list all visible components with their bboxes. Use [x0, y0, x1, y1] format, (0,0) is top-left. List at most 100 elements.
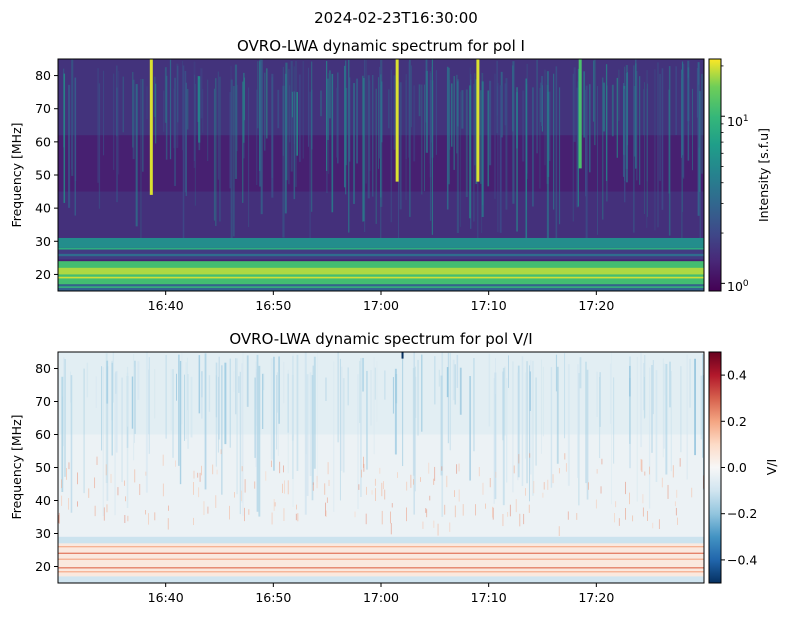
heatmap-streak: [154, 369, 156, 419]
heatmap-streak: [241, 363, 243, 503]
panel-title-pol-vi: OVRO-LWA dynamic spectrum for pol V/I: [229, 330, 532, 348]
heatmap-line-19mhz: [58, 276, 704, 279]
heatmap-streak: [487, 90, 490, 187]
heatmap-streak: [564, 353, 566, 439]
heatmap-speckle: [642, 494, 644, 504]
heatmap-streak: [309, 91, 311, 243]
heatmap-streak: [586, 369, 589, 500]
heatmap-streak: [177, 65, 179, 123]
heatmap-streak: [689, 358, 691, 408]
heatmap-speckle: [492, 507, 494, 520]
heatmap-streak: [353, 83, 355, 204]
heatmap-speckle: [428, 462, 430, 474]
heatmap-streak: [702, 375, 704, 490]
heatmap-streak: [213, 88, 215, 221]
heatmap-streak: [686, 354, 688, 480]
heatmap-speckle: [365, 486, 367, 495]
heatmap-streak: [702, 354, 704, 458]
heatmap-streak: [112, 352, 114, 403]
heatmap-streak: [440, 375, 443, 476]
heatmap-streak: [584, 89, 587, 197]
heatmap-speckle: [441, 466, 443, 471]
heatmap-speckle: [615, 501, 617, 508]
heatmap-speckle: [462, 504, 464, 516]
heatmap-speckle: [197, 472, 199, 478]
heatmap-streak: [176, 373, 177, 401]
heatmap-streak: [186, 88, 189, 130]
heatmap-streak: [375, 88, 377, 224]
heatmap-streak: [181, 352, 183, 425]
heatmap-streak: [469, 85, 471, 219]
heatmap-streak: [606, 85, 608, 202]
heatmap-speckle: [558, 468, 560, 474]
heatmap-speckle: [454, 505, 456, 518]
heatmap-streak: [292, 352, 294, 508]
heatmap-streak: [276, 372, 279, 413]
heatmap-streak: [312, 365, 314, 486]
heatmap-streak: [311, 375, 314, 501]
heatmap-speckle: [529, 453, 531, 458]
heatmap-speckle: [618, 518, 620, 526]
heatmap-streak: [236, 84, 238, 152]
heatmap-red-line: [58, 546, 704, 548]
heatmap-speckle: [528, 504, 530, 513]
y-tick-label: 70: [35, 101, 51, 116]
heatmap-streak: [184, 70, 187, 193]
x-tick-label: 17:10: [471, 590, 507, 605]
heatmap-streak: [577, 81, 579, 146]
heatmap-streak: [260, 59, 263, 215]
heatmap-speckle: [384, 489, 386, 500]
heatmap-speckle: [446, 475, 448, 488]
heatmap-streak: [431, 67, 433, 143]
heatmap-streak: [664, 369, 667, 396]
heatmap-band-30mhz: [58, 237, 704, 248]
heatmap-speckle: [61, 495, 63, 506]
heatmap-streak: [230, 65, 232, 214]
heatmap-streak: [263, 373, 265, 391]
heatmap-speckle: [454, 490, 455, 497]
heatmap-streak: [516, 87, 519, 232]
heatmap-streak: [313, 356, 316, 469]
heatmap-speckle: [371, 490, 373, 495]
heatmap-burst: [476, 59, 480, 182]
heatmap-streak: [505, 78, 508, 210]
heatmap-streak: [155, 83, 157, 144]
heatmap-streak: [414, 366, 416, 492]
heatmap-streak: [198, 355, 201, 414]
heatmap-speckle: [234, 492, 235, 498]
heatmap-dark-spot: [401, 352, 404, 359]
heatmap-streak: [473, 73, 476, 166]
heatmap-speckle: [449, 522, 451, 532]
heatmap-streak: [699, 91, 701, 243]
heatmap-speckle: [475, 504, 477, 516]
heatmap-streak: [609, 363, 612, 424]
heatmap-streak: [516, 92, 518, 149]
heatmap-speckle: [679, 458, 681, 467]
heatmap-streak: [304, 352, 307, 515]
heatmap-streak: [221, 365, 223, 495]
heatmap-streak: [121, 377, 123, 483]
heatmap-speckle: [420, 477, 421, 482]
heatmap-streak: [198, 79, 201, 151]
heatmap-streak: [71, 78, 73, 170]
heatmap-streak: [215, 362, 218, 418]
y-tick-label: 50: [35, 460, 51, 475]
heatmap-streak: [134, 366, 135, 443]
heatmap-streak: [662, 358, 664, 458]
heatmap-streak: [572, 73, 574, 222]
heatmap-streak: [193, 61, 196, 168]
heatmap-speckle: [600, 486, 602, 494]
heatmap-streak: [95, 376, 97, 408]
heatmap-streak: [526, 361, 529, 484]
heatmap-speckle: [381, 510, 383, 525]
x-axis-pol-vi: 16:40 16:50 17:00 17:10 17:20: [148, 583, 614, 605]
heatmap-streak: [200, 68, 203, 119]
heatmap-streak: [388, 89, 390, 129]
heatmap-burst: [395, 59, 399, 182]
heatmap-streak: [348, 77, 351, 162]
heatmap-streak: [669, 361, 671, 408]
heatmap-streak: [413, 85, 416, 162]
heatmap-streak: [508, 355, 509, 388]
heatmap-streak: [345, 60, 347, 195]
heatmap-speckle: [363, 456, 364, 468]
